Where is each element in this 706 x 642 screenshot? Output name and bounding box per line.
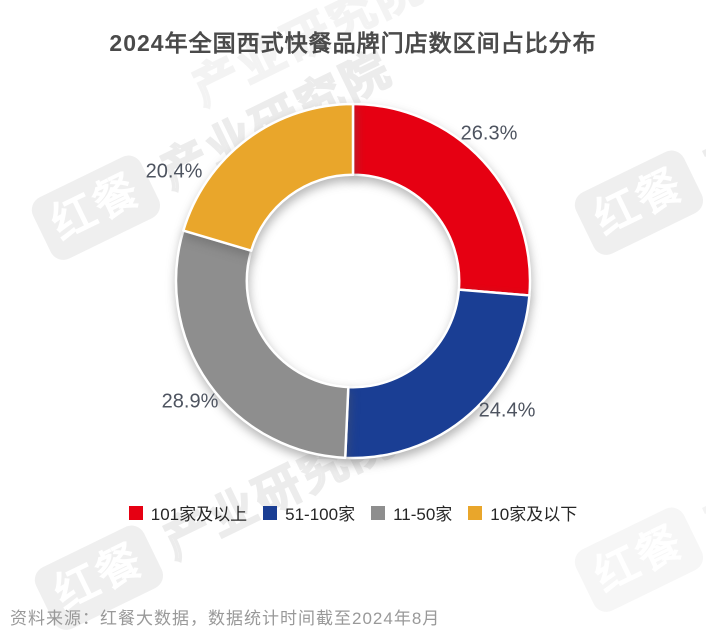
legend-item-10-and-below: 10家及以下 [468, 500, 577, 525]
legend-item-51-100: 51-100家 [263, 500, 355, 525]
legend-swatch-red [128, 505, 143, 520]
watermark: 红餐 产业研究院 [27, 34, 404, 265]
legend-swatch-gray [371, 505, 386, 520]
watermark: 红餐 产业研究院 [570, 29, 706, 260]
donut-slices [174, 102, 532, 460]
slice-label-51-100: 24.4% [478, 399, 536, 422]
watermark-text: 产业研究院 [695, 35, 706, 193]
watermark-text: 产业研究院 [155, 410, 404, 568]
legend-item-11-50: 11-50家 [371, 500, 452, 525]
legend-label: 10家及以下 [490, 505, 578, 524]
data-source-note: 资料来源：红餐大数据，数据统计时间截至2024年8月 [10, 609, 441, 628]
donut-slice [343, 288, 531, 460]
watermark-logo-badge: 红餐 [570, 145, 706, 260]
legend-swatch-gold [468, 505, 483, 520]
legend-swatch-blue [263, 505, 278, 520]
legend-item-101-and-above: 101家及以上 [128, 500, 248, 525]
donut-slice [182, 102, 355, 252]
donut-slice [174, 229, 350, 460]
legend-label: 11-50家 [393, 505, 453, 524]
slice-label-11-50: 28.9% [161, 390, 219, 413]
legend-label: 101家及以上 [150, 505, 248, 524]
legend-label: 51-100家 [285, 505, 356, 524]
chart-title: 2024年全国西式快餐品牌门店数区间占比分布 [109, 30, 597, 56]
chart-legend: 101家及以上 51-100家 11-50家 10家及以下 [0, 500, 706, 525]
slice-label-10-and-below: 20.4% [145, 160, 203, 183]
slice-label-101-and-above: 26.3% [460, 122, 518, 145]
watermark-logo-badge: 红餐 [27, 150, 165, 265]
